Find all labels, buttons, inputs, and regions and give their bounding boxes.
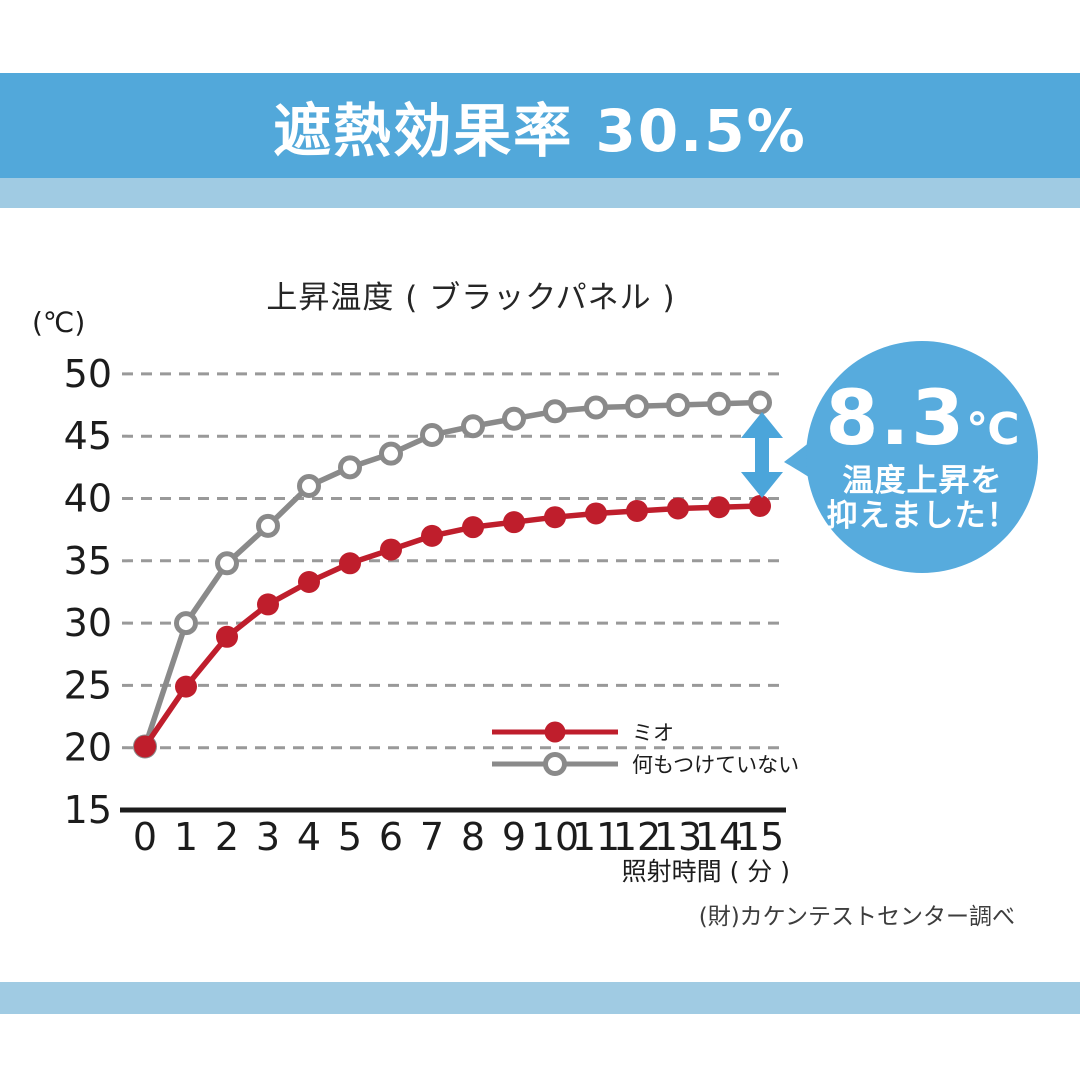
data-point-mio-1: [175, 675, 197, 698]
data-point-untreated-8: [461, 414, 485, 439]
difference-arrow: [741, 412, 783, 498]
data-point-mio-8: [462, 516, 484, 539]
y-tick-label-15: 15: [64, 788, 112, 832]
legend-label-mio: ミオ: [632, 721, 674, 745]
data-point-untreated-12: [625, 394, 649, 419]
data-point-mio-6: [380, 538, 402, 561]
header-accent-band: [0, 178, 1080, 208]
data-point-untreated-1: [174, 611, 198, 636]
data-point-untreated-7: [420, 422, 444, 447]
y-tick-label-45: 45: [64, 414, 112, 458]
data-point-mio-0: [134, 735, 156, 758]
x-tick-label-14: 14: [695, 815, 743, 859]
data-point-untreated-10: [543, 399, 567, 424]
x-tick-label-13: 13: [654, 815, 702, 859]
legend-marker-untreated: [543, 752, 567, 776]
x-tick-label-10: 10: [531, 815, 579, 859]
x-tick-label-5: 5: [338, 815, 362, 859]
data-point-untreated-15: [748, 390, 772, 415]
footer-band: [0, 982, 1080, 1014]
x-tick-label-12: 12: [613, 815, 661, 859]
data-point-untreated-9: [502, 406, 526, 431]
data-point-mio-13: [667, 497, 689, 520]
data-point-untreated-2: [215, 551, 239, 576]
data-point-untreated-3: [256, 513, 280, 538]
data-point-mio-7: [421, 524, 443, 547]
badge-difference-value: 8.3: [825, 373, 967, 462]
data-point-mio-12: [626, 499, 648, 522]
data-point-untreated-13: [666, 393, 690, 418]
data-point-untreated-11: [584, 395, 608, 420]
y-tick-label-50: 50: [64, 352, 112, 396]
x-axis-label: 照射時間 ( 分 ): [621, 857, 790, 886]
badge-difference-unit: ℃: [966, 404, 1020, 455]
data-point-mio-2: [216, 625, 238, 648]
legend-label-untreated: 何もつけていない: [632, 753, 799, 777]
badge-description-line2: 抑えました！: [826, 498, 1019, 534]
page-title: 遮熱効果率 30.5%: [273, 96, 807, 165]
y-tick-label-35: 35: [64, 539, 112, 583]
data-point-mio-11: [585, 502, 607, 525]
y-tick-label-40: 40: [64, 477, 112, 521]
x-tick-label-15: 15: [736, 815, 784, 859]
badge-description: 温度上昇を 抑えました！: [800, 464, 1045, 534]
data-point-untreated-14: [707, 391, 731, 416]
x-tick-label-6: 6: [379, 815, 403, 859]
series-line-mio: [142, 503, 761, 749]
x-tick-label-4: 4: [297, 815, 321, 859]
header-band: 遮熱効果率 30.5%: [0, 73, 1080, 178]
x-tick-label-3: 3: [256, 815, 280, 859]
y-tick-label-30: 30: [64, 601, 112, 645]
data-point-mio-14: [708, 496, 730, 519]
x-tick-label-2: 2: [215, 815, 239, 859]
data-point-untreated-4: [297, 474, 321, 499]
data-point-mio-10: [544, 506, 566, 529]
badge-bubble-circle: [806, 341, 1038, 573]
source-note: (財)カケンテストセンター調べ: [698, 904, 1015, 930]
x-tick-label-9: 9: [502, 815, 526, 859]
data-point-mio-9: [503, 511, 525, 534]
x-tick-label-8: 8: [461, 815, 485, 859]
data-point-untreated-6: [379, 441, 403, 466]
x-tick-label-0: 0: [133, 815, 157, 859]
badge-description-line1: 温度上昇を: [842, 463, 1003, 499]
data-point-mio-5: [339, 552, 361, 575]
badge-value-row: 8.3℃: [800, 380, 1045, 456]
x-tick-label-7: 7: [420, 815, 444, 859]
data-point-mio-15: [749, 494, 771, 517]
chart-title: 上昇温度 ( ブラックパネル ): [266, 280, 676, 316]
data-point-untreated-5: [338, 455, 362, 480]
x-tick-label-1: 1: [174, 815, 198, 859]
series-line-untreated: [142, 399, 761, 748]
data-point-mio-3: [257, 593, 279, 616]
y-tick-label-20: 20: [64, 726, 112, 770]
y-tick-label-25: 25: [64, 663, 112, 707]
y-axis-unit-label: (℃): [32, 306, 86, 339]
legend-marker-mio: [544, 721, 566, 743]
x-tick-label-11: 11: [572, 815, 620, 859]
data-point-mio-4: [298, 570, 320, 593]
